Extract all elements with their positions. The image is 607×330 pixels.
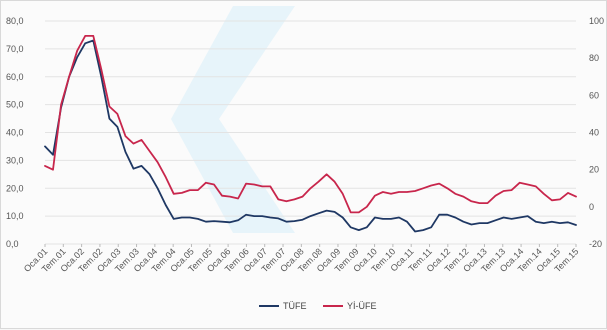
legend: TÜFE Yİ-ÜFE: [259, 301, 377, 311]
watermark-chevron: [171, 6, 295, 233]
series-line-2: [44, 35, 577, 214]
left-tick-label: 50,0: [6, 100, 24, 110]
left-tick-label: 20,0: [6, 183, 24, 193]
watermark-shape: [171, 6, 295, 233]
series-line-1: [44, 39, 577, 233]
legend-label-2: Yİ-ÜFE: [347, 301, 377, 311]
left-axis-ticks: 0,0 10,0 20,0 30,0 40,0 50,0 60,0 70,0 80,0: [6, 16, 24, 249]
series-lines: [44, 35, 577, 233]
legend-label-1: TÜFE: [283, 301, 307, 311]
right-axis-ticks: -20 0 20 40 60 80 100: [589, 16, 604, 249]
left-tick-label: 30,0: [6, 155, 24, 165]
right-tick-label: 100: [589, 16, 604, 26]
left-tick-label: 0,0: [6, 239, 19, 249]
left-tick-label: 80,0: [6, 16, 24, 26]
right-tick-label: 40: [589, 128, 599, 138]
right-tick-label: -20: [589, 239, 602, 249]
right-tick-label: 60: [589, 90, 599, 100]
left-tick-label: 60,0: [6, 72, 24, 82]
right-tick-label: 20: [589, 165, 599, 175]
right-tick-label: 0: [589, 202, 594, 212]
left-tick-label: 70,0: [6, 44, 24, 54]
left-tick-label: 10,0: [6, 211, 24, 221]
gridlines: [45, 20, 576, 245]
x-axis-ticks: Oca.01Tem.01Oca.02Tem.02Oca.03Tem.03Oca.…: [22, 244, 580, 274]
left-tick-label: 40,0: [6, 128, 24, 138]
right-tick-label: 80: [589, 53, 599, 63]
